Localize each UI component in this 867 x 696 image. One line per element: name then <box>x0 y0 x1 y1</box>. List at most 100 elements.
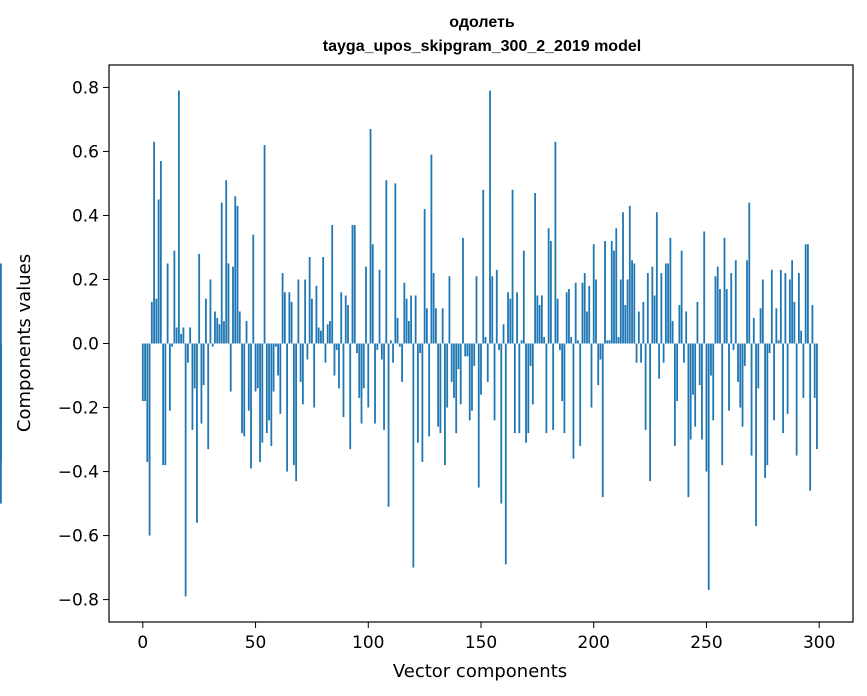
bar-233 <box>667 263 670 344</box>
x-tick-label: 100 <box>352 633 384 653</box>
bar-7 <box>157 199 160 344</box>
bar-102 <box>371 244 374 344</box>
bar-98 <box>362 343 365 389</box>
bar-71 <box>301 343 304 405</box>
bar-106 <box>380 343 383 360</box>
bar-103 <box>374 343 376 424</box>
bar-38 <box>227 263 230 344</box>
bar-96 <box>358 343 361 398</box>
bar-161 <box>504 343 507 565</box>
x-axis-ticks: 0 50 100 150 200 250 300 <box>137 622 835 653</box>
bar-254 <box>714 276 717 344</box>
bar-152 <box>484 337 487 344</box>
bar-157 <box>495 269 498 344</box>
bar-255 <box>716 266 719 344</box>
bar-242 <box>687 343 690 498</box>
bar-64 <box>286 343 289 472</box>
bar-112 <box>394 183 397 344</box>
bar-42 <box>236 205 239 344</box>
bar-61 <box>279 343 282 414</box>
bar-272 <box>755 343 757 526</box>
bar-215 <box>626 279 629 344</box>
bar-25 <box>198 253 201 344</box>
bar-224 <box>646 273 649 344</box>
bar-20 <box>187 343 189 363</box>
bar-2 <box>146 343 149 462</box>
x-axis-label: Vector components <box>393 661 567 682</box>
bar-63 <box>283 292 286 344</box>
bar-211 <box>617 337 620 344</box>
bar-297 <box>811 305 814 344</box>
bar-173 <box>531 343 534 405</box>
bar-49 <box>252 234 255 344</box>
bar-219 <box>635 343 638 363</box>
bar-166 <box>516 292 518 344</box>
bar-9 <box>162 343 165 466</box>
bar-144 <box>466 343 469 357</box>
y-tick-label: −0.4 <box>58 463 99 483</box>
bar-6 <box>155 298 158 344</box>
bar-230 <box>660 273 663 344</box>
bar-194 <box>579 343 582 446</box>
bar-11 <box>166 263 169 344</box>
bar-34 <box>218 324 221 344</box>
bar-241 <box>685 311 688 344</box>
bar-188 <box>565 292 568 344</box>
bar-195 <box>581 282 584 344</box>
bar-202 <box>597 343 600 386</box>
bar-247 <box>698 343 701 386</box>
bar-86 <box>335 343 338 350</box>
y-tick-label: −0.6 <box>58 527 99 547</box>
bar-58 <box>272 343 275 392</box>
bar-260 <box>728 343 730 411</box>
bar-76 <box>313 343 316 408</box>
bar-73 <box>306 343 309 360</box>
bar-1 <box>144 343 146 402</box>
bar-undefined <box>0 263 2 344</box>
bar-17 <box>180 333 183 344</box>
bar-251 <box>707 343 710 590</box>
bar-257 <box>721 343 724 466</box>
bar-32 <box>214 311 216 344</box>
bar-147 <box>473 343 476 366</box>
y-tick-label: 0.0 <box>72 335 99 355</box>
bar-220 <box>637 311 640 344</box>
bar-269 <box>748 202 751 344</box>
bar-232 <box>664 263 667 344</box>
bar-44 <box>241 343 243 434</box>
y-tick-label: 0.8 <box>72 78 99 98</box>
bar-83 <box>329 321 331 344</box>
bar-169 <box>522 250 525 344</box>
bar-155 <box>491 276 494 344</box>
bar-292 <box>800 330 803 344</box>
bar-265 <box>739 343 742 408</box>
bar-undefined <box>0 343 2 411</box>
x-tick-label: 250 <box>690 633 722 653</box>
bar-250 <box>705 343 708 472</box>
bar-118 <box>407 321 410 344</box>
bar-57 <box>270 343 273 446</box>
bar-145 <box>468 343 471 421</box>
bar-117 <box>405 298 408 344</box>
x-tick-label: 200 <box>578 633 610 653</box>
bar-258 <box>723 237 726 344</box>
y-axis-label: Components values <box>14 254 35 432</box>
bar-35 <box>220 202 223 344</box>
bar-46 <box>245 321 248 344</box>
bar-218 <box>633 263 636 344</box>
bar-286 <box>786 343 789 414</box>
bar-70 <box>299 343 302 382</box>
bar-284 <box>782 343 785 434</box>
bar-94 <box>353 225 356 344</box>
bar-176 <box>538 305 541 344</box>
bar-85 <box>333 343 336 376</box>
bar-48 <box>250 343 252 469</box>
bar-95 <box>356 343 358 354</box>
bar-50 <box>254 343 257 392</box>
bar-282 <box>777 340 780 344</box>
bar-165 <box>513 343 516 434</box>
bar-238 <box>678 305 681 344</box>
bar-177 <box>540 295 543 344</box>
bar-192 <box>574 282 577 344</box>
bar-295 <box>807 244 809 344</box>
